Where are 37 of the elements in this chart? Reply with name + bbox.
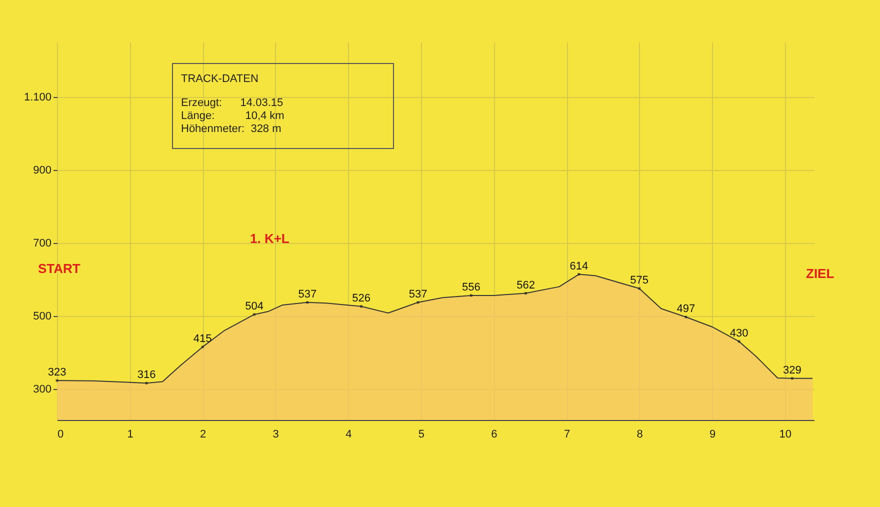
y-tick-label: 900 bbox=[33, 164, 52, 176]
data-label: 556 bbox=[462, 281, 480, 294]
y-tick-label: 300 bbox=[33, 383, 52, 396]
data-label: 537 bbox=[408, 288, 428, 300]
x-tick-label: 7 bbox=[564, 428, 570, 440]
annotation: 1. K+L bbox=[250, 231, 290, 246]
annotation: Erzeugt: 14.03.15 bbox=[181, 97, 284, 109]
data-label: 575 bbox=[630, 274, 648, 287]
y-tick-label: 500 bbox=[33, 310, 52, 322]
x-tick-label: 10 bbox=[779, 428, 792, 440]
x-tick-label: 8 bbox=[636, 428, 643, 440]
data-label: 329 bbox=[782, 364, 802, 376]
x-tick-label: 2 bbox=[200, 428, 206, 440]
x-tick-label: 9 bbox=[710, 428, 716, 440]
data-label: 316 bbox=[137, 369, 156, 382]
annotation: START bbox=[38, 261, 80, 276]
data-label: 526 bbox=[352, 292, 370, 304]
data-label: 323 bbox=[48, 366, 66, 379]
data-label: 614 bbox=[570, 260, 588, 272]
x-tick-label: 6 bbox=[491, 428, 498, 440]
y-tick-label: 1.100 bbox=[24, 91, 52, 104]
data-label: 497 bbox=[676, 303, 696, 316]
x-tick-label: 3 bbox=[272, 428, 279, 440]
data-label: 430 bbox=[730, 327, 748, 340]
data-label: 504 bbox=[245, 300, 264, 312]
data-label: 537 bbox=[298, 288, 317, 300]
data-label: 562 bbox=[516, 279, 535, 292]
annotation: ZIEL bbox=[806, 266, 834, 281]
x-tick-label: 1 bbox=[127, 428, 134, 440]
x-tick-label: 5 bbox=[418, 428, 425, 440]
y-tick-label: 700 bbox=[33, 237, 52, 250]
annotation: Höhenmeter: 328 m bbox=[181, 123, 282, 135]
annotation: Länge: 10,4 km bbox=[181, 110, 284, 122]
annotation: TRACK-DATEN bbox=[181, 73, 258, 85]
data-label: 415 bbox=[193, 332, 212, 345]
x-tick-label: 0 bbox=[58, 428, 64, 440]
x-tick-label: 4 bbox=[346, 428, 352, 440]
